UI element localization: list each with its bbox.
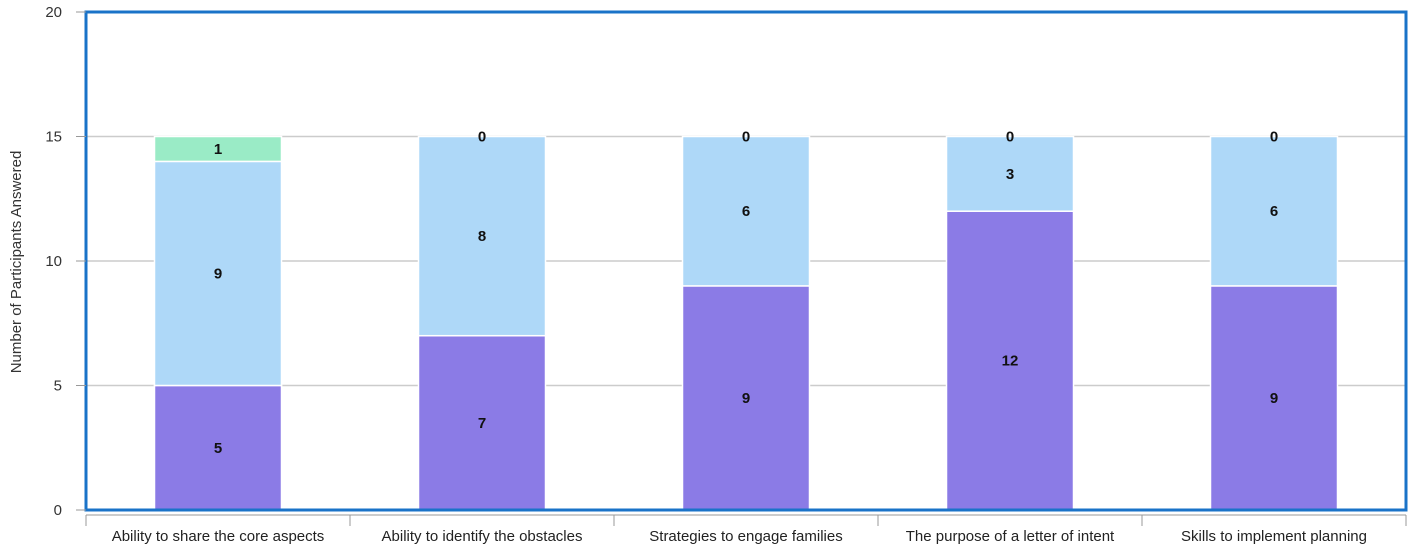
y-tick-label: 5 — [54, 378, 62, 395]
data-label: 6 — [742, 203, 750, 220]
y-tick-label: 10 — [45, 253, 62, 270]
data-label: 0 — [742, 129, 750, 146]
data-label: 3 — [1006, 166, 1014, 183]
data-label: 0 — [1270, 129, 1278, 146]
bar-segment — [153, 384, 283, 511]
y-tick-label: 0 — [54, 502, 62, 519]
bar-segment — [1209, 135, 1339, 287]
bar-segment — [417, 334, 547, 511]
data-label: 8 — [478, 228, 486, 245]
bars — [153, 135, 1339, 511]
data-label: 5 — [214, 440, 222, 457]
y-axis-ticks: 0 5 10 15 20 — [45, 4, 86, 519]
data-label: 9 — [742, 390, 750, 407]
bar-segment — [945, 210, 1075, 511]
data-label: 7 — [478, 415, 486, 432]
category-label: Skills to implement planning — [1181, 528, 1367, 545]
bar-segment — [417, 135, 547, 337]
data-label: 0 — [1006, 129, 1014, 146]
bar-segment — [1209, 285, 1339, 511]
data-labels: 5 9 1 7 8 0 9 6 0 12 3 0 9 6 0 — [214, 129, 1278, 457]
y-tick-label: 15 — [45, 129, 62, 146]
data-label: 0 — [478, 129, 486, 146]
y-tick-label: 20 — [45, 4, 62, 21]
category-label: Strategies to engage families — [649, 528, 842, 545]
y-axis-label: Number of Participants Answered — [8, 151, 25, 374]
data-label: 12 — [1002, 353, 1019, 370]
x-axis: Ability to share the core aspects Ability… — [85, 514, 1407, 545]
bar-segment — [945, 135, 1075, 212]
data-label: 9 — [1270, 390, 1278, 407]
data-label: 1 — [214, 141, 222, 158]
category-label: Ability to share the core aspects — [112, 528, 325, 545]
category-label: Ability to identify the obstacles — [382, 528, 583, 545]
data-label: 6 — [1270, 203, 1278, 220]
bar-segment — [681, 135, 811, 287]
bar-segment — [153, 135, 283, 163]
data-label: 9 — [214, 265, 222, 282]
category-label: The purpose of a letter of intent — [906, 528, 1115, 545]
